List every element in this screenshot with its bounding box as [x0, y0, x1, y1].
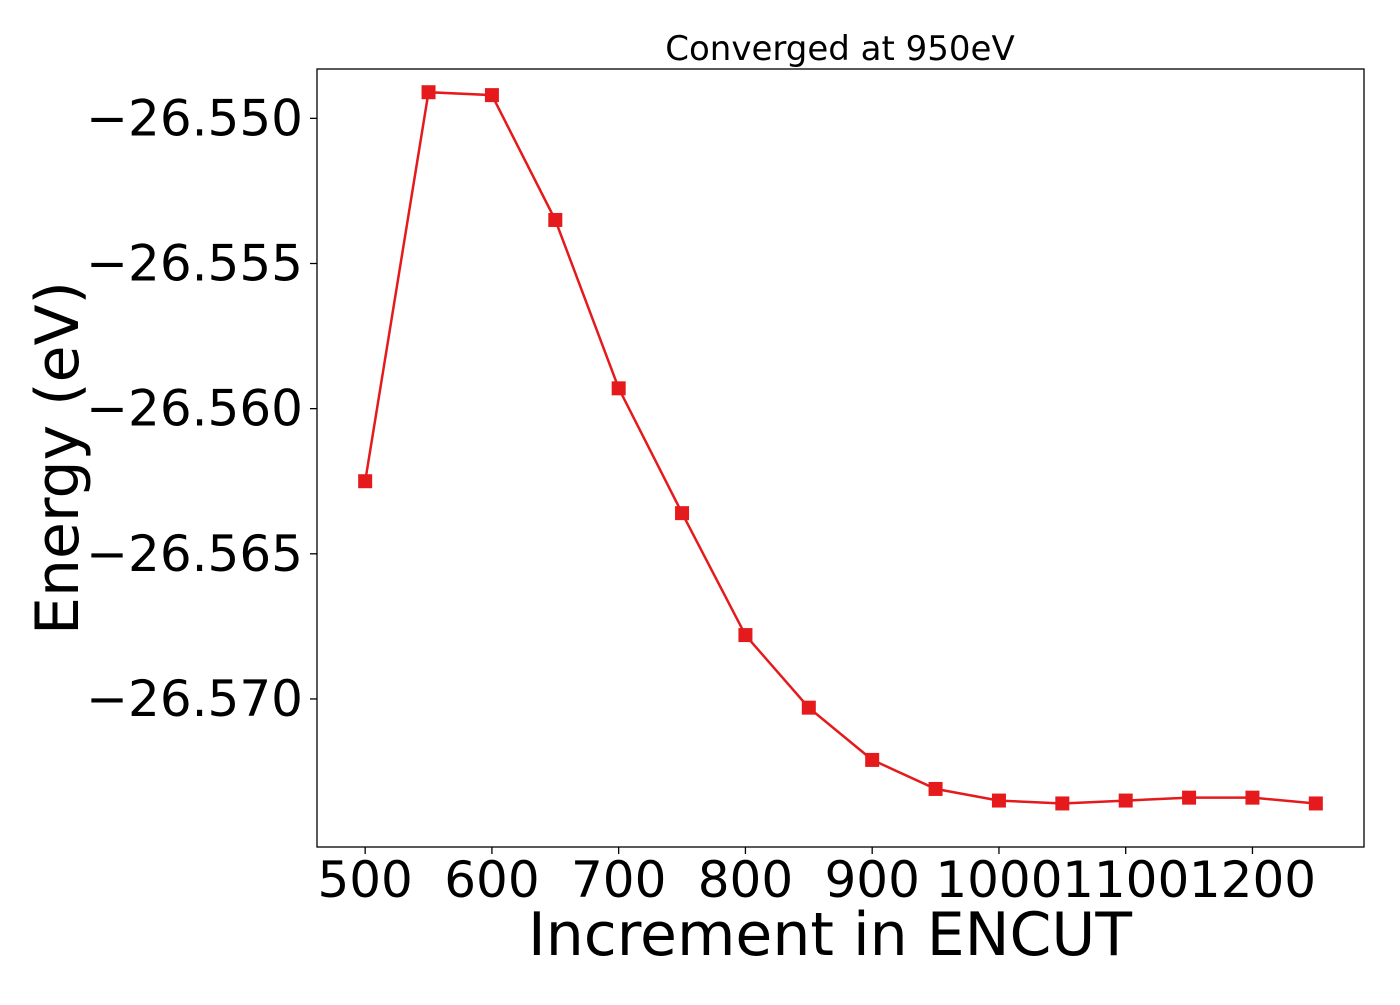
data-point-marker: [1118, 793, 1133, 808]
data-point-marker: [421, 85, 436, 100]
y-tick-label: −26.555: [86, 235, 303, 293]
data-point-marker: [484, 88, 499, 103]
data-point-marker: [358, 474, 373, 489]
data-point-marker: [1308, 796, 1323, 811]
x-tick-label: 700: [571, 851, 666, 909]
data-point-marker: [548, 212, 563, 227]
data-point-marker: [928, 781, 943, 796]
series-line: [363, 90, 1316, 805]
x-tick-label: 500: [317, 851, 412, 909]
x-axis-label: Increment in ENCUT: [528, 900, 1132, 970]
data-point-marker: [1245, 790, 1260, 805]
y-tick-label: −26.550: [86, 89, 303, 147]
data-point-marker: [865, 752, 880, 767]
data-point-marker: [738, 628, 753, 643]
data-point-marker: [611, 381, 626, 396]
x-tick-label: 1200: [1189, 851, 1316, 909]
x-tick-label: 800: [698, 851, 793, 909]
plot-area: [316, 68, 1365, 848]
x-axis-ticks: 500 600 700 800 900 1000 1100 1200: [317, 847, 1316, 909]
x-tick-label: 1100: [1062, 851, 1189, 909]
x-tick-label: 900: [824, 851, 919, 909]
x-tick-label: 1000: [935, 851, 1062, 909]
data-point-marker: [991, 793, 1006, 808]
y-tick-label: −26.565: [86, 525, 303, 583]
chart-title: Converged at 950eV: [665, 29, 1014, 69]
data-point-marker: [1055, 796, 1070, 811]
y-axis-label: Energy (eV): [23, 281, 93, 635]
data-point-marker: [801, 700, 816, 715]
data-point-marker: [675, 506, 690, 521]
y-tick-label: −26.570: [86, 670, 303, 728]
y-axis-ticks: −26.550 −26.555 −26.560 −26.565 −26.570: [86, 89, 317, 728]
data-point-marker: [1182, 790, 1197, 805]
x-tick-label: 600: [444, 851, 539, 909]
y-tick-label: −26.560: [86, 380, 303, 438]
plot-frame: [316, 68, 1365, 848]
